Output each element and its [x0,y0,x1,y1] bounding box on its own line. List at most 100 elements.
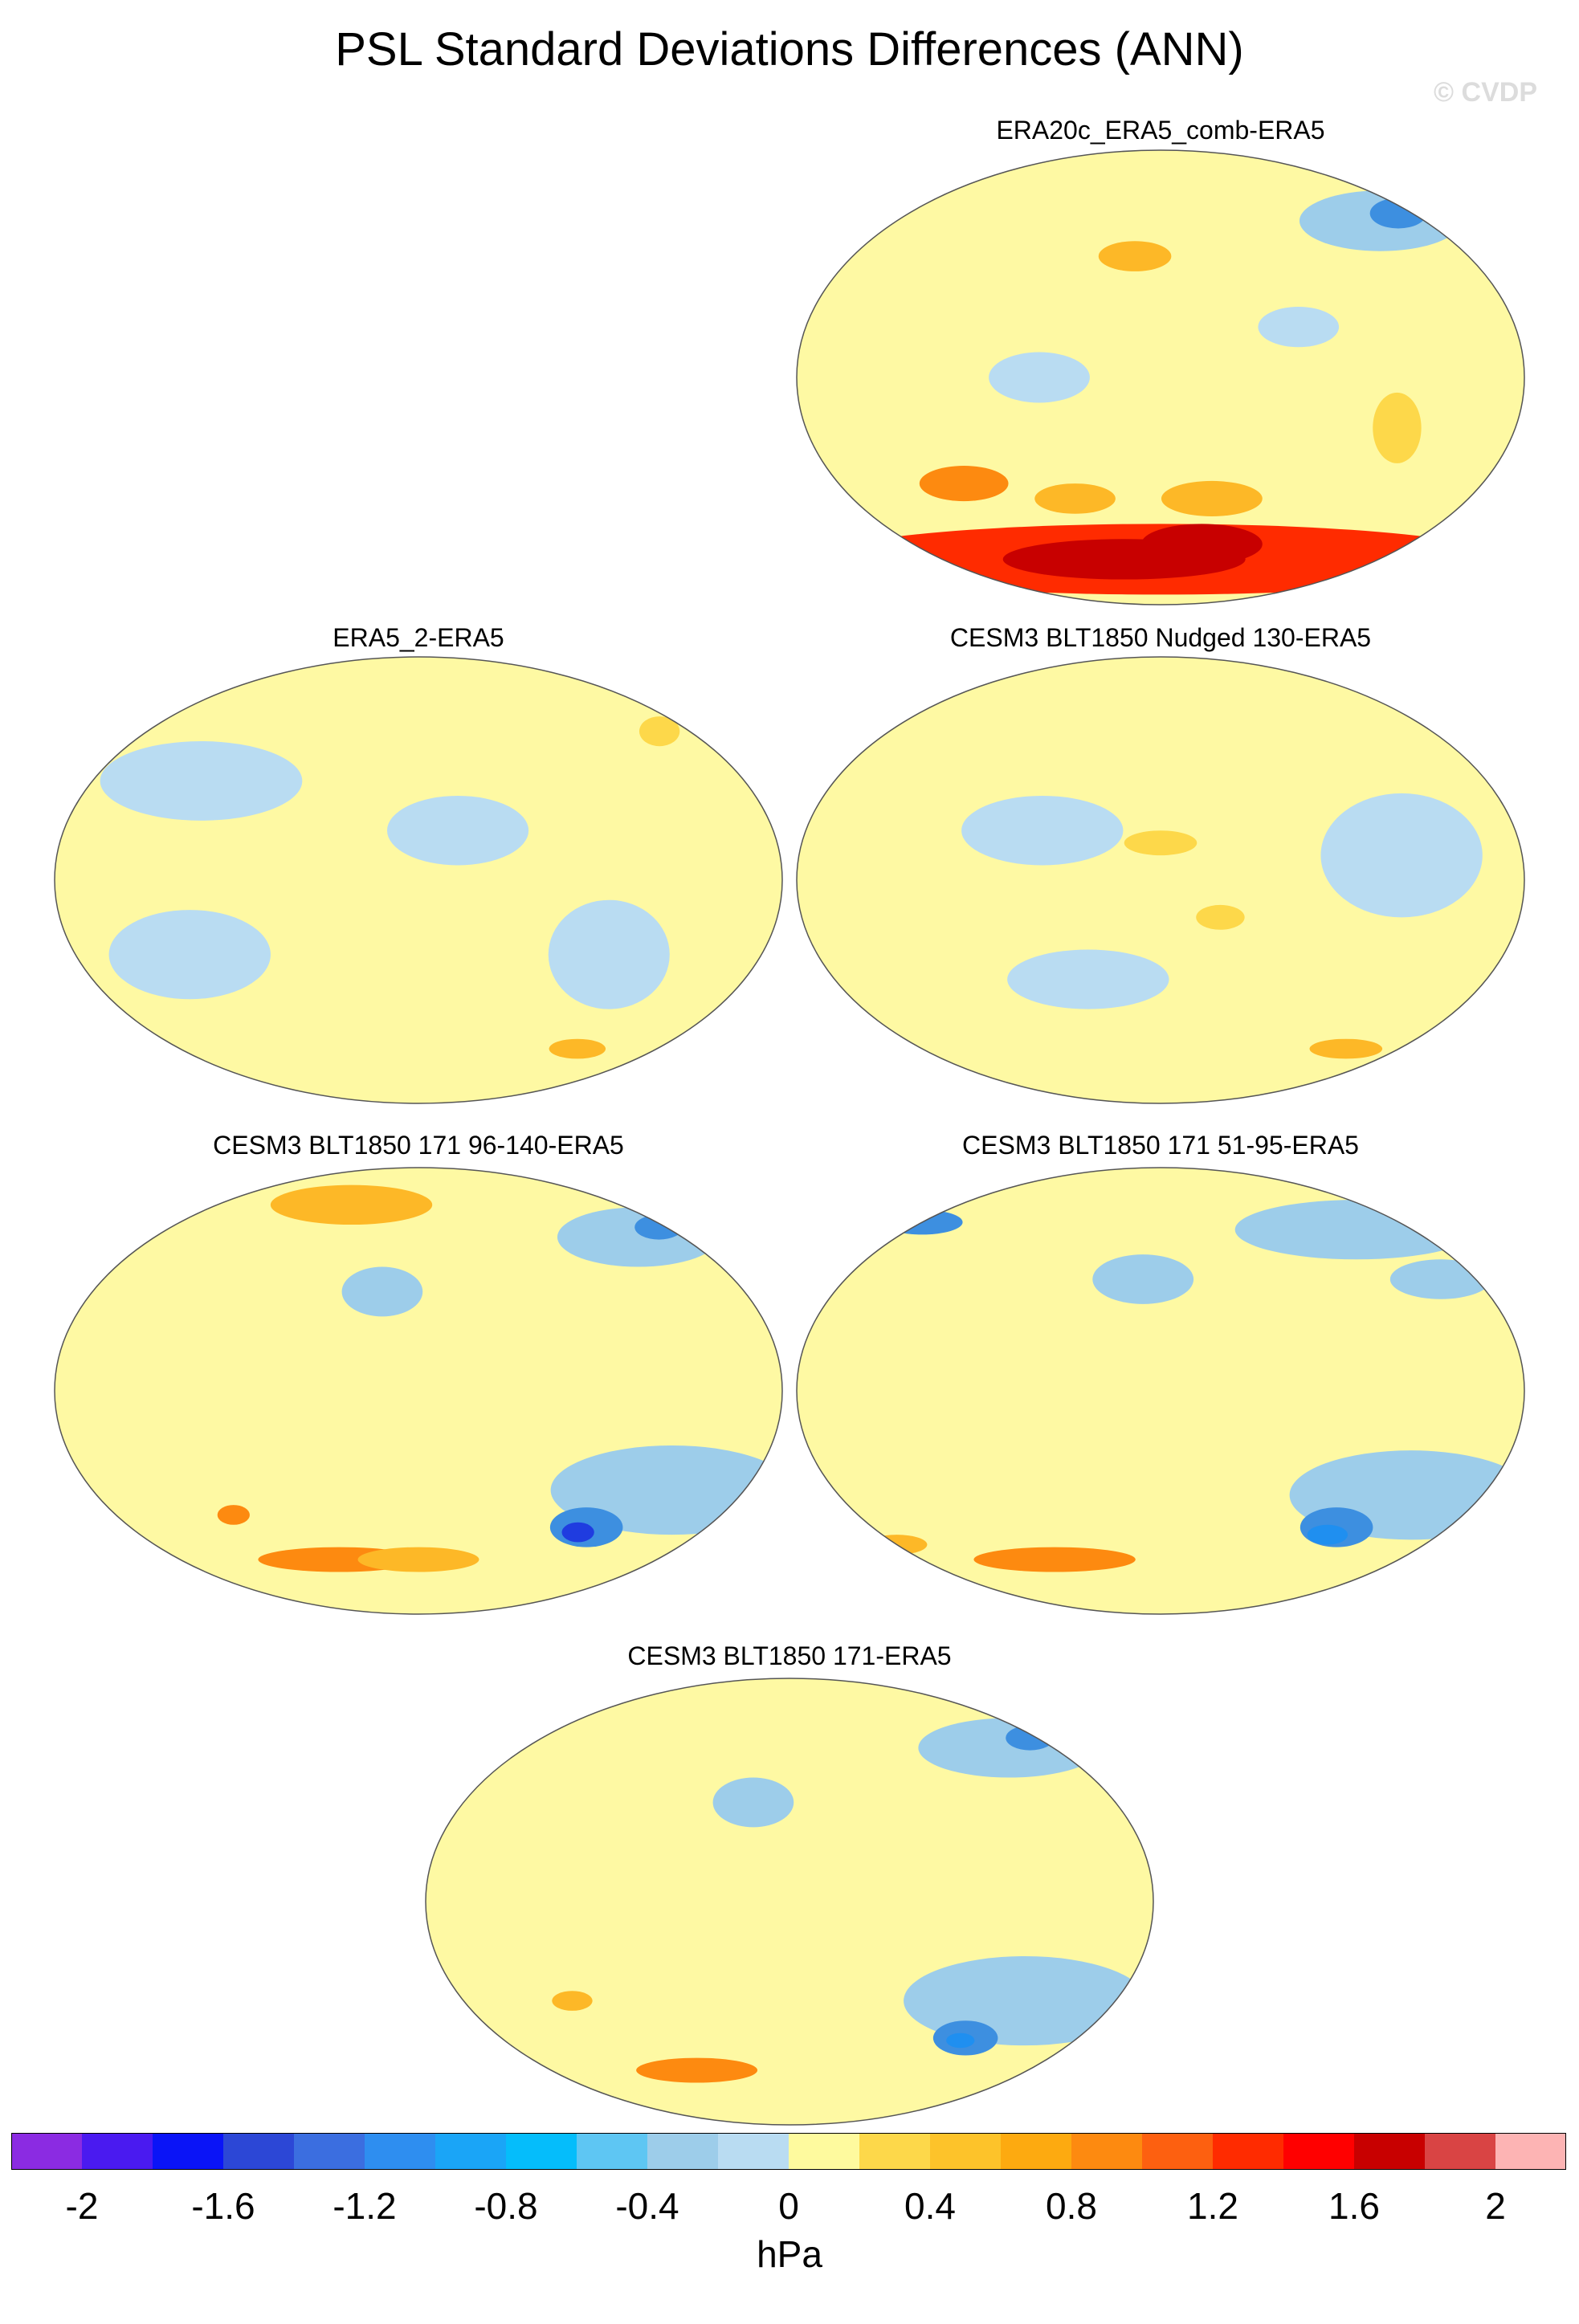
anomaly-region-5 [1309,1038,1383,1059]
panel-title: CESM3 BLT1850 171 51-95-ERA5 [962,1131,1359,1160]
anomaly-region-3 [548,899,670,1009]
cvdp-watermark: © CVDP [1434,77,1537,108]
anomaly-region-7 [217,1505,250,1525]
colorbar-tick-label: 2 [1485,2185,1506,2227]
map-outline [796,1167,1525,1615]
panel-51-95: CESM3 BLT1850 171 51-95-ERA5 [795,1127,1526,1621]
colorbar-swatch [647,2133,719,2170]
anomaly-region-1 [634,1214,683,1240]
anomaly-region-6 [636,2057,758,2083]
colorbar-swatch [789,2133,860,2170]
panel-171: CESM3 BLT1850 171-ERA5 [424,1638,1155,2132]
anomaly-region-5 [1161,480,1263,516]
colorbar-swatch [1283,2133,1355,2170]
colorbar-swatch [718,2133,790,2170]
colorbar-labels: -2 -1.6 -1.2 -0.8 -0.4 0 0.4 0.8 1.2 1.6 2 [0,2184,1579,2232]
anomaly-region-4 [1196,904,1245,930]
panel-96-140: CESM3 BLT1850 171 96-140-ERA5 [53,1127,784,1621]
colorbar-swatch [859,2133,931,2170]
anomaly-region-2 [712,1777,794,1828]
colorbar-tick-label: -2 [65,2185,99,2227]
anomaly-region-2 [108,910,271,1000]
panel-title: ERA20c_ERA5_comb-ERA5 [996,116,1325,145]
panel-title: CESM3 BLT1850 171 96-140-ERA5 [213,1131,624,1160]
anomaly-region-1 [100,741,303,821]
anomaly-region-11 [1258,306,1340,348]
colorbar-swatch [153,2133,224,2170]
map-outline [54,1167,783,1615]
panel-title: CESM3 BLT1850 Nudged 130-ERA5 [949,623,1372,652]
colorbar-swatch [930,2133,1002,2170]
anomaly-region-0 [557,1207,720,1267]
colorbar-tick-label: -1.6 [191,2185,255,2227]
anomaly-region-6 [561,1522,594,1543]
anomaly-region-3 [919,466,1009,502]
colorbar-tick-label: 0.4 [904,2185,956,2227]
panel-title: ERA5_2-ERA5 [333,623,504,652]
anomaly-region-8 [1140,524,1263,565]
map-outline [796,149,1525,605]
anomaly-region-0 [961,795,1124,866]
anomaly-region-2 [1007,949,1169,1009]
colorbar-swatch [435,2133,507,2170]
map-51-95 [796,1167,1525,1615]
anomaly-region-9 [357,1547,479,1572]
anomaly-region-2 [1098,241,1172,271]
anomaly-region-6 [1307,1524,1348,1545]
map-outline [425,1678,1154,2126]
colorbar-units: hPa [757,2233,822,2275]
anomaly-region-0 [386,795,529,866]
colorbar-swatch [365,2133,436,2170]
anomaly-region-1 [1320,793,1483,918]
figure-title: PSL Standard Deviations Differences (ANN… [335,23,1244,75]
colorbar-swatch [82,2133,153,2170]
anomaly-region-4 [639,716,680,747]
map-era5-2 [54,656,783,1104]
colorbar-tick-label: -1.2 [333,2185,397,2227]
colorbar-tick-label: 0 [778,2185,799,2227]
anomaly-region-7 [552,1991,593,2011]
colorbar-swatch [1142,2133,1214,2170]
panel-era20c: ERA20c_ERA5_comb-ERA5 [795,112,1526,606]
colorbar [11,2133,1566,2170]
anomaly-region-1 [1006,1725,1055,1751]
colorbar-swatch [1354,2133,1426,2170]
colorbar-swatch [577,2133,648,2170]
colorbar-swatch [1071,2133,1143,2170]
colorbar-tick-label: 1.6 [1328,2185,1380,2227]
colorbar-swatch [294,2133,365,2170]
map-outline [54,656,783,1104]
map-outline [796,656,1525,1104]
anomaly-region-4 [1034,483,1116,514]
colorbar-swatch [223,2133,295,2170]
anomaly-region-0 [1234,1200,1478,1260]
map-96-140 [54,1167,783,1615]
colorbar-tick-label: -0.8 [474,2185,538,2227]
anomaly-region-5 [549,1038,606,1059]
map-nudged [796,656,1525,1104]
anomaly-region-2 [270,1184,433,1225]
panel-era5-2: ERA5_2-ERA5 [53,617,784,1111]
anomaly-region-3 [341,1266,423,1317]
anomaly-region-0 [918,1718,1100,1778]
anomaly-region-5 [946,2032,975,2049]
colorbar-tick-label: 0.8 [1046,2185,1097,2227]
map-era20c [796,149,1525,605]
map-171 [425,1678,1154,2126]
colorbar-tick-label: 1.2 [1187,2185,1238,2227]
colorbar-swatch [11,2133,83,2170]
colorbar-swatch [1213,2133,1284,2170]
colorbar-swatch [1425,2133,1496,2170]
anomaly-region-3 [1092,1254,1194,1304]
anomaly-region-10 [989,352,1090,403]
colorbar-swatch [506,2133,577,2170]
anomaly-region-3 [1124,830,1198,856]
panel-nudged: CESM3 BLT1850 Nudged 130-ERA5 [795,617,1526,1111]
anomaly-region-9 [1373,392,1422,463]
anomaly-region-1 [1369,198,1427,229]
panel-title: CESM3 BLT1850 171-ERA5 [627,1641,952,1670]
colorbar-tick-label: -0.4 [615,2185,679,2227]
colorbar-swatch [1495,2133,1566,2170]
anomaly-region-7 [973,1547,1136,1572]
colorbar-swatch [1001,2133,1072,2170]
